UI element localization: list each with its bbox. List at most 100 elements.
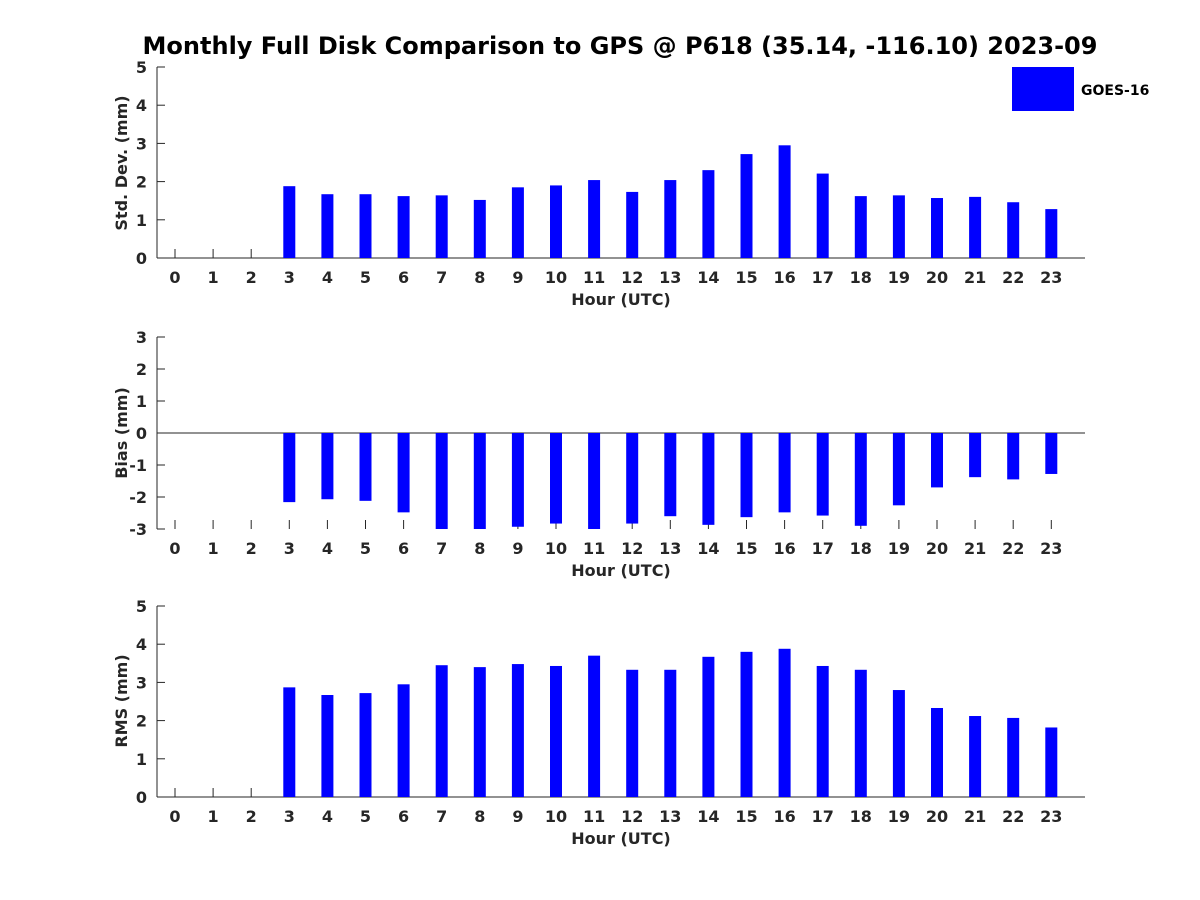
x-tick-label: 0 [169,268,180,287]
y-tick-label: 4 [136,635,147,654]
bar-hour-4 [321,433,334,500]
x-tick-label: 9 [512,268,523,287]
y-axis-label: RMS (mm) [112,654,131,747]
x-tick-label: 4 [322,268,333,287]
x-tick-label: 23 [1040,539,1062,558]
bar-hour-18 [854,433,867,526]
x-tick-label: 21 [964,807,986,826]
bar-hour-9 [511,664,524,797]
x-tick-label: 18 [850,268,872,287]
bar-hour-6 [397,196,410,258]
x-tick-label: 23 [1040,268,1062,287]
x-tick-label: 19 [888,807,910,826]
bar-hour-6 [397,433,410,513]
y-tick-label: 3 [136,328,147,347]
bar-hour-20 [931,433,943,488]
x-tick-label: 6 [398,539,409,558]
bar-hour-8 [473,433,486,529]
x-tick-label: 4 [322,539,333,558]
bar-hour-11 [588,433,601,529]
y-tick-label: 2 [136,173,147,192]
bar-hour-15 [740,651,753,797]
y-tick-label: -3 [129,520,147,539]
x-tick-label: 22 [1002,539,1024,558]
bar-hour-10 [550,185,562,258]
bar-hour-22 [1007,202,1020,258]
x-tick-label: 20 [926,539,948,558]
x-tick-label: 2 [246,268,257,287]
x-tick-label: 2 [246,539,257,558]
bar-hour-21 [969,433,982,478]
bar-hour-8 [473,199,486,258]
y-tick-label: 3 [136,134,147,153]
x-tick-label: 14 [697,807,719,826]
bar-hour-22 [1007,717,1020,797]
x-tick-label: 13 [659,539,681,558]
bar-hour-13 [664,669,677,797]
bar-hour-21 [969,716,982,797]
x-tick-label: 3 [284,807,295,826]
bar-hour-21 [969,196,982,258]
x-tick-label: 16 [773,807,795,826]
bar-hour-3 [283,433,296,503]
bar-hour-17 [816,433,829,516]
x-tick-label: 21 [964,268,986,287]
bar-hour-16 [778,145,791,258]
x-tick-label: 14 [697,539,719,558]
bar-hour-17 [816,665,829,797]
x-tick-label: 4 [322,807,333,826]
bar-hour-13 [664,180,677,258]
y-tick-label: 2 [136,712,147,731]
x-tick-label: 13 [659,268,681,287]
legend-label: GOES-16 [1081,83,1149,99]
bar-hour-3 [283,186,296,258]
bar-hour-7 [435,433,448,529]
x-axis-label: Hour (UTC) [571,290,671,309]
x-tick-label: 16 [773,268,795,287]
bar-hour-12 [626,669,639,797]
x-tick-label: 16 [773,539,795,558]
x-tick-label: 6 [398,807,409,826]
x-tick-label: 5 [360,539,371,558]
bar-hour-14 [702,170,715,258]
bar-hour-4 [321,194,334,258]
y-tick-label: 0 [136,424,147,443]
x-tick-label: 15 [735,807,757,826]
x-tick-label: 15 [735,539,757,558]
x-tick-label: 22 [1002,807,1024,826]
y-tick-label: -1 [129,456,147,475]
bar-hour-10 [550,433,562,524]
x-tick-label: 10 [545,268,567,287]
bar-hour-19 [892,195,905,258]
x-tick-label: 15 [735,268,757,287]
x-tick-label: 12 [621,807,643,826]
x-tick-label: 11 [583,268,605,287]
x-tick-label: 5 [360,807,371,826]
legend-swatch [1012,67,1074,111]
bar-hour-15 [740,154,753,258]
x-tick-label: 11 [583,539,605,558]
bar-hour-7 [435,665,448,797]
x-tick-label: 7 [436,539,447,558]
x-tick-label: 17 [812,539,834,558]
bar-hour-16 [778,648,791,797]
bar-hour-14 [702,656,715,797]
bar-hour-12 [626,191,639,258]
chart-title: Monthly Full Disk Comparison to GPS @ P6… [143,32,1098,60]
bar-hour-14 [702,433,715,525]
bar-hour-22 [1007,433,1020,480]
x-tick-label: 8 [474,539,485,558]
x-tick-label: 20 [926,807,948,826]
y-tick-label: -2 [129,488,147,507]
bar-hour-4 [321,695,334,797]
bar-hour-23 [1045,209,1058,258]
y-tick-label: 0 [136,249,147,268]
legend: GOES-16 [1012,67,1149,111]
bar-hour-18 [854,196,867,258]
x-tick-label: 17 [812,268,834,287]
y-tick-label: 1 [136,750,147,769]
bar-hour-15 [740,433,753,518]
